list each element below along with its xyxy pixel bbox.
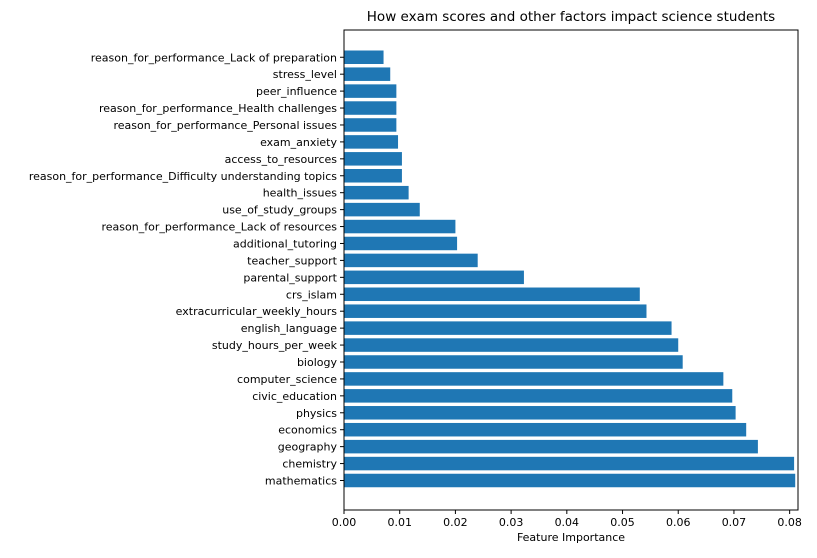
category-label-16: use_of_study_groups <box>222 204 337 217</box>
x-tick-label-4: 0.04 <box>555 516 580 529</box>
category-label-3: economics <box>278 424 337 437</box>
bar-2 <box>344 439 758 454</box>
category-label-21: reason_for_performance_Personal issues <box>113 119 337 132</box>
category-label-20: exam_anxiety <box>260 136 337 149</box>
x-tick-label-8: 0.08 <box>777 516 802 529</box>
category-label-10: extracurricular_weekly_hours <box>176 305 338 318</box>
bar-16 <box>344 202 420 217</box>
category-label-0: mathematics <box>265 475 337 488</box>
bar-24 <box>344 67 391 81</box>
category-label-15: reason_for_performance_Lack of resources <box>102 221 338 234</box>
bar-8 <box>344 338 679 352</box>
category-label-18: reason_for_performance_Difficulty unders… <box>29 170 337 183</box>
bar-4 <box>344 406 736 420</box>
x-tick-label-5: 0.05 <box>610 516 635 529</box>
category-label-24: stress_level <box>273 68 337 81</box>
x-tick-label-0: 0.00 <box>332 516 357 529</box>
bars-group <box>344 50 796 488</box>
bar-6 <box>344 372 724 386</box>
bar-21 <box>344 118 397 132</box>
category-label-17: health_issues <box>263 187 338 200</box>
category-label-12: parental_support <box>243 271 337 284</box>
x-tick-label-6: 0.06 <box>666 516 691 529</box>
category-label-25: reason_for_performance_Lack of preparati… <box>91 51 337 64</box>
bar-17 <box>344 185 409 200</box>
category-label-4: physics <box>296 407 337 420</box>
bar-15 <box>344 219 456 234</box>
bar-0 <box>344 473 796 488</box>
category-label-14: additional_tutoring <box>233 237 337 250</box>
category-label-22: reason_for_performance_Health challenges <box>99 102 337 115</box>
category-label-11: crs_islam <box>286 288 337 301</box>
bar-10 <box>344 304 647 318</box>
bar-9 <box>344 321 672 335</box>
x-axis-label: Feature Importance <box>517 531 625 544</box>
category-label-2: geography <box>278 441 338 454</box>
bar-22 <box>344 101 397 115</box>
bar-3 <box>344 422 747 437</box>
category-label-19: access_to_resources <box>225 153 338 166</box>
bar-11 <box>344 287 640 302</box>
category-label-13: teacher_support <box>247 254 338 267</box>
bar-7 <box>344 355 683 369</box>
category-label-8: study_hours_per_week <box>212 339 338 352</box>
category-label-23: peer_influence <box>256 85 337 98</box>
x-tick-label-1: 0.01 <box>387 516 412 529</box>
plot-frame <box>343 29 799 511</box>
bar-23 <box>344 84 397 98</box>
bar-18 <box>344 169 402 183</box>
x-tick-label-3: 0.03 <box>499 516 524 529</box>
bar-25 <box>344 50 384 64</box>
category-label-6: computer_science <box>237 373 337 386</box>
x-tick-label-2: 0.02 <box>443 516 468 529</box>
category-label-7: biology <box>297 356 338 369</box>
x-ticks-group: 0.00 0.01 0.02 0.03 0.04 0.05 0.06 0.07 0.08 <box>332 510 802 529</box>
bar-1 <box>344 456 795 471</box>
bar-12 <box>344 270 524 285</box>
bar-5 <box>344 389 733 403</box>
chart-title: How exam scores and other factors impact… <box>367 9 775 25</box>
bar-13 <box>344 253 478 268</box>
category-label-5: civic_education <box>252 390 337 403</box>
category-label-1: chemistry <box>282 458 337 471</box>
category-label-9: english_language <box>241 322 337 335</box>
bar-20 <box>344 135 399 149</box>
category-labels-group: mathematics chemistry geography economics ph… <box>29 51 344 488</box>
x-tick-label-7: 0.07 <box>722 516 747 529</box>
bar-19 <box>344 152 402 166</box>
bar-14 <box>344 236 458 251</box>
